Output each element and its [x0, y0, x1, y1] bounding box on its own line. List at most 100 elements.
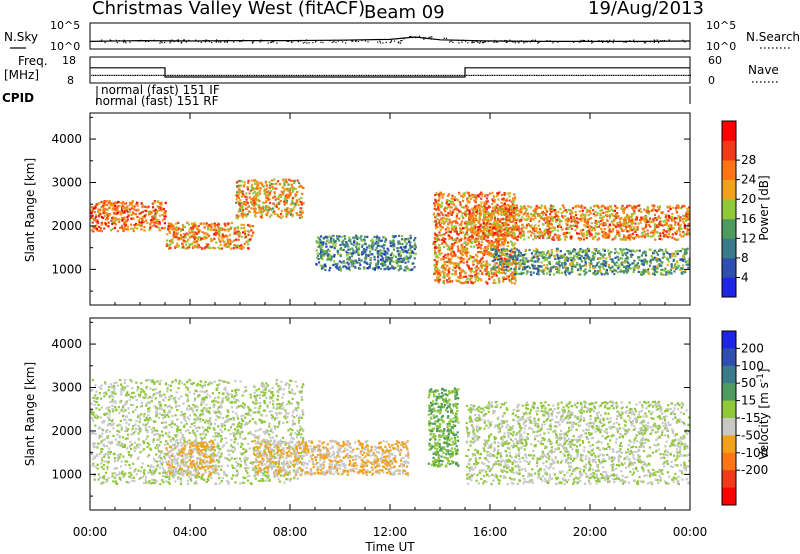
data-cell: [177, 227, 180, 230]
data-cell: [259, 211, 262, 214]
nave-point: [238, 74, 240, 76]
data-cell: [433, 249, 437, 252]
data-cell: [268, 207, 272, 210]
nave-point: [145, 74, 147, 76]
data-cell: [502, 233, 505, 236]
data-cell: [449, 230, 452, 233]
data-cell: [432, 213, 435, 216]
data-cell: [386, 265, 389, 268]
noise-point: [140, 39, 142, 41]
nave-point: [483, 74, 485, 76]
data-cell: [658, 208, 661, 211]
nave-point: [616, 74, 618, 76]
noise-right-label: N.Search: [746, 30, 800, 44]
data-cell: [270, 179, 274, 182]
data-cell: [466, 198, 469, 201]
data-cell: [128, 208, 132, 211]
data-cell: [498, 223, 501, 226]
data-cell: [398, 246, 401, 249]
nave-point: [126, 74, 128, 76]
data-cell: [569, 253, 572, 256]
data-cell: [95, 214, 98, 217]
nave-point: [478, 74, 480, 76]
noise-point: [195, 39, 197, 41]
data-cell: [570, 236, 573, 239]
noise-point: [479, 42, 481, 44]
data-cell: [521, 216, 524, 219]
noise-point: [389, 42, 391, 44]
nave-point: [359, 74, 361, 76]
data-cell: [151, 206, 155, 209]
data-cell: [396, 250, 399, 253]
data-cell: [491, 242, 494, 245]
data-cell: [354, 261, 357, 264]
data-cell: [212, 246, 215, 249]
data-cell: [255, 211, 258, 214]
data-cell: [600, 205, 603, 208]
data-cell: [337, 253, 340, 256]
data-cell: [482, 214, 485, 218]
nave-point: [425, 74, 427, 76]
data-cell: [114, 223, 117, 226]
nave-point: [602, 74, 604, 76]
data-cell: [555, 218, 558, 221]
data-cell: [483, 269, 486, 272]
data-cell: [102, 216, 105, 219]
data-cell: [506, 209, 509, 212]
data-cell: [576, 221, 579, 224]
data-cell: [192, 227, 195, 230]
data-cell: [283, 198, 287, 201]
data-cell: [545, 208, 548, 211]
data-cell: [474, 194, 477, 197]
data-cell: [488, 254, 491, 257]
data-cell: [563, 235, 566, 238]
data-cell: [316, 254, 320, 258]
data-cell: [649, 235, 653, 238]
data-cell: [214, 233, 217, 236]
noise-point: [115, 39, 117, 41]
data-cell: [632, 227, 635, 230]
data-cell: [634, 218, 637, 221]
data-cell: [347, 239, 351, 242]
data-cell: [442, 281, 445, 284]
data-cell: [625, 215, 628, 218]
data-cell: [349, 259, 352, 262]
data-cell: [558, 259, 561, 262]
data-cell: [407, 237, 410, 240]
data-cell: [226, 222, 230, 225]
data-cell: [533, 260, 536, 263]
data-cell: [482, 208, 485, 211]
data-cell: [523, 218, 526, 221]
noise-point: [607, 41, 609, 44]
data-cell: [441, 226, 444, 230]
data-cell: [601, 219, 604, 222]
data-cell: [573, 224, 576, 227]
data-cell: [339, 248, 342, 251]
data-cell: [515, 248, 519, 251]
data-cell: [448, 280, 452, 283]
data-cell: [394, 255, 398, 258]
data-cell: [686, 208, 689, 211]
data-cell: [491, 223, 494, 226]
data-cell: [385, 260, 388, 263]
data-cell: [641, 227, 644, 230]
data-cell: [499, 244, 502, 247]
data-cell: [378, 239, 381, 242]
data-cell: [246, 188, 250, 191]
data-cell: [668, 216, 671, 219]
data-cell: [246, 186, 249, 189]
nave-point: [593, 74, 595, 76]
data-cell: [153, 221, 156, 224]
data-cell: [359, 263, 362, 267]
data-cell: [121, 211, 124, 214]
data-cell: [511, 251, 514, 254]
nave-point: [506, 74, 508, 76]
data-cell: [394, 235, 397, 238]
data-cell: [485, 200, 488, 203]
data-cell: [378, 236, 381, 239]
data-cell: [404, 261, 407, 264]
data-cell: [577, 218, 581, 221]
data-cell: [401, 248, 404, 251]
data-cell: [486, 247, 489, 250]
data-cell: [492, 199, 495, 203]
